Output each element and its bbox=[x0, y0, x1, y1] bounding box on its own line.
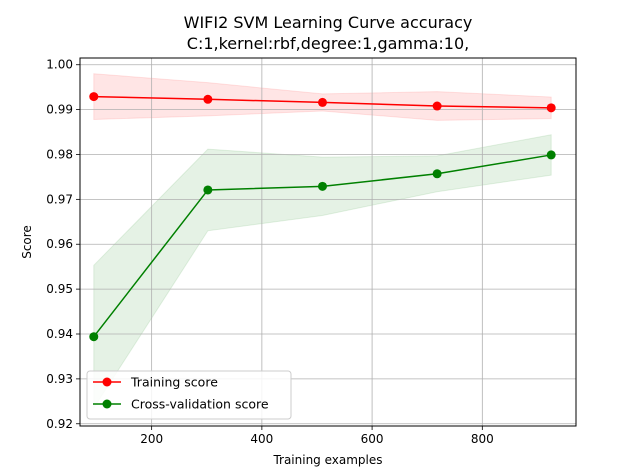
y-axis-label: Score bbox=[20, 225, 34, 259]
series-0-point bbox=[432, 101, 442, 111]
legend-training-marker bbox=[102, 377, 112, 387]
chart-title-line-2: C:1,kernel:rbf,degree:1,gamma:10, bbox=[187, 34, 469, 53]
series-markers bbox=[89, 92, 556, 342]
series-0-point bbox=[317, 97, 327, 107]
series-0-point bbox=[546, 103, 556, 113]
legend-training-label: Training score bbox=[130, 375, 218, 390]
x-axis-ticks: 200 400 600 800 bbox=[140, 426, 494, 446]
legend: Training score Cross-validation score bbox=[86, 370, 292, 420]
y-tick-label: 0.96 bbox=[46, 237, 73, 251]
legend-box bbox=[86, 370, 292, 420]
x-tick-label: 200 bbox=[140, 432, 163, 446]
x-axis-label: Training examples bbox=[272, 453, 382, 467]
y-tick-label: 0.98 bbox=[46, 147, 73, 161]
y-tick-label: 0.97 bbox=[46, 192, 73, 206]
series-1-point bbox=[546, 150, 556, 160]
series-0-point bbox=[89, 92, 99, 102]
chart-title-line-1: WIFI2 SVM Learning Curve accuracy bbox=[184, 13, 473, 32]
x-tick-label: 800 bbox=[471, 432, 494, 446]
grid-lines bbox=[80, 58, 576, 426]
y-tick-label: 0.92 bbox=[46, 417, 73, 431]
x-tick-label: 600 bbox=[361, 432, 384, 446]
y-tick-label: 0.95 bbox=[46, 282, 73, 296]
legend-cv-label: Cross-validation score bbox=[131, 397, 269, 412]
y-tick-label: 1.00 bbox=[46, 58, 73, 72]
series-1-point bbox=[432, 169, 442, 179]
series-1-point bbox=[203, 185, 213, 195]
y-axis-ticks: 0.92 0.93 0.94 0.95 0.96 0.97 0.98 0.99 1.00 bbox=[46, 58, 80, 431]
y-tick-label: 0.93 bbox=[46, 372, 73, 386]
series-1-point bbox=[89, 332, 99, 342]
x-tick-label: 400 bbox=[250, 432, 273, 446]
series-0-point bbox=[203, 94, 213, 104]
legend-cv-marker bbox=[102, 399, 112, 409]
y-tick-label: 0.99 bbox=[46, 103, 73, 117]
y-tick-label: 0.94 bbox=[46, 327, 73, 341]
series-1-point bbox=[317, 181, 327, 191]
plot-frame bbox=[79, 57, 577, 427]
